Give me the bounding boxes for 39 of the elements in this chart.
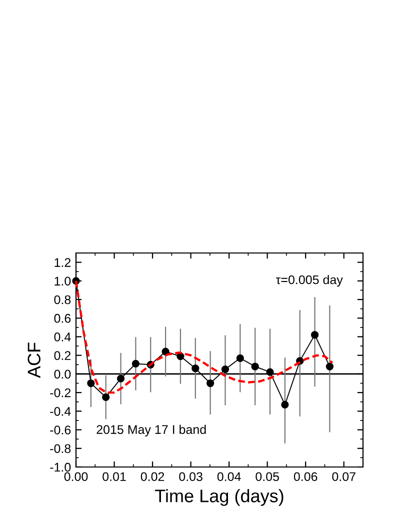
y-axis-title: ACF <box>28 342 40 378</box>
y-tick-label: 0.4 <box>54 332 71 342</box>
x-tick-label: 0.07 <box>332 472 356 482</box>
y-tick-label: -0.2 <box>50 388 71 398</box>
point <box>310 331 319 339</box>
y-tick-label: -0.8 <box>50 444 71 454</box>
y-tick-label: 1.0 <box>54 276 71 286</box>
point <box>266 368 274 376</box>
point <box>221 365 230 374</box>
point <box>206 379 214 388</box>
x-tick-label: 0.06 <box>294 472 318 482</box>
point <box>102 393 110 402</box>
x-axis-title: Time Lag (days) <box>155 489 284 506</box>
annotation: τ=0.005 day <box>276 274 343 287</box>
x-tick-label: 0.02 <box>140 472 164 482</box>
y-tick-label: 1.2 <box>54 258 71 267</box>
y-tick-label: -0.6 <box>50 426 71 434</box>
annotation: 2015 May 17 I band <box>96 424 206 436</box>
y-tick-label: 0.0 <box>54 370 71 379</box>
point <box>192 364 200 372</box>
y-tick-label: -0.4 <box>50 406 71 416</box>
point <box>87 379 95 388</box>
point <box>236 354 244 362</box>
y-tick-label: 0.8 <box>54 295 71 304</box>
point <box>132 360 140 368</box>
point <box>251 362 259 370</box>
x-tick-label: 0.04 <box>217 472 241 482</box>
point <box>281 400 289 408</box>
point <box>176 352 184 360</box>
y-tick-label: 0.2 <box>54 351 71 360</box>
point <box>326 362 334 370</box>
y-tick-label: -1.0 <box>50 462 71 472</box>
point <box>116 374 125 382</box>
x-tick-label: 0.05 <box>256 472 279 482</box>
x-tick-label: 0.00 <box>64 472 88 482</box>
x-tick-label: 0.03 <box>179 472 202 482</box>
point <box>162 348 170 356</box>
y-tick-label: 0.6 <box>54 314 71 323</box>
x-tick-label: 0.01 <box>102 472 126 482</box>
